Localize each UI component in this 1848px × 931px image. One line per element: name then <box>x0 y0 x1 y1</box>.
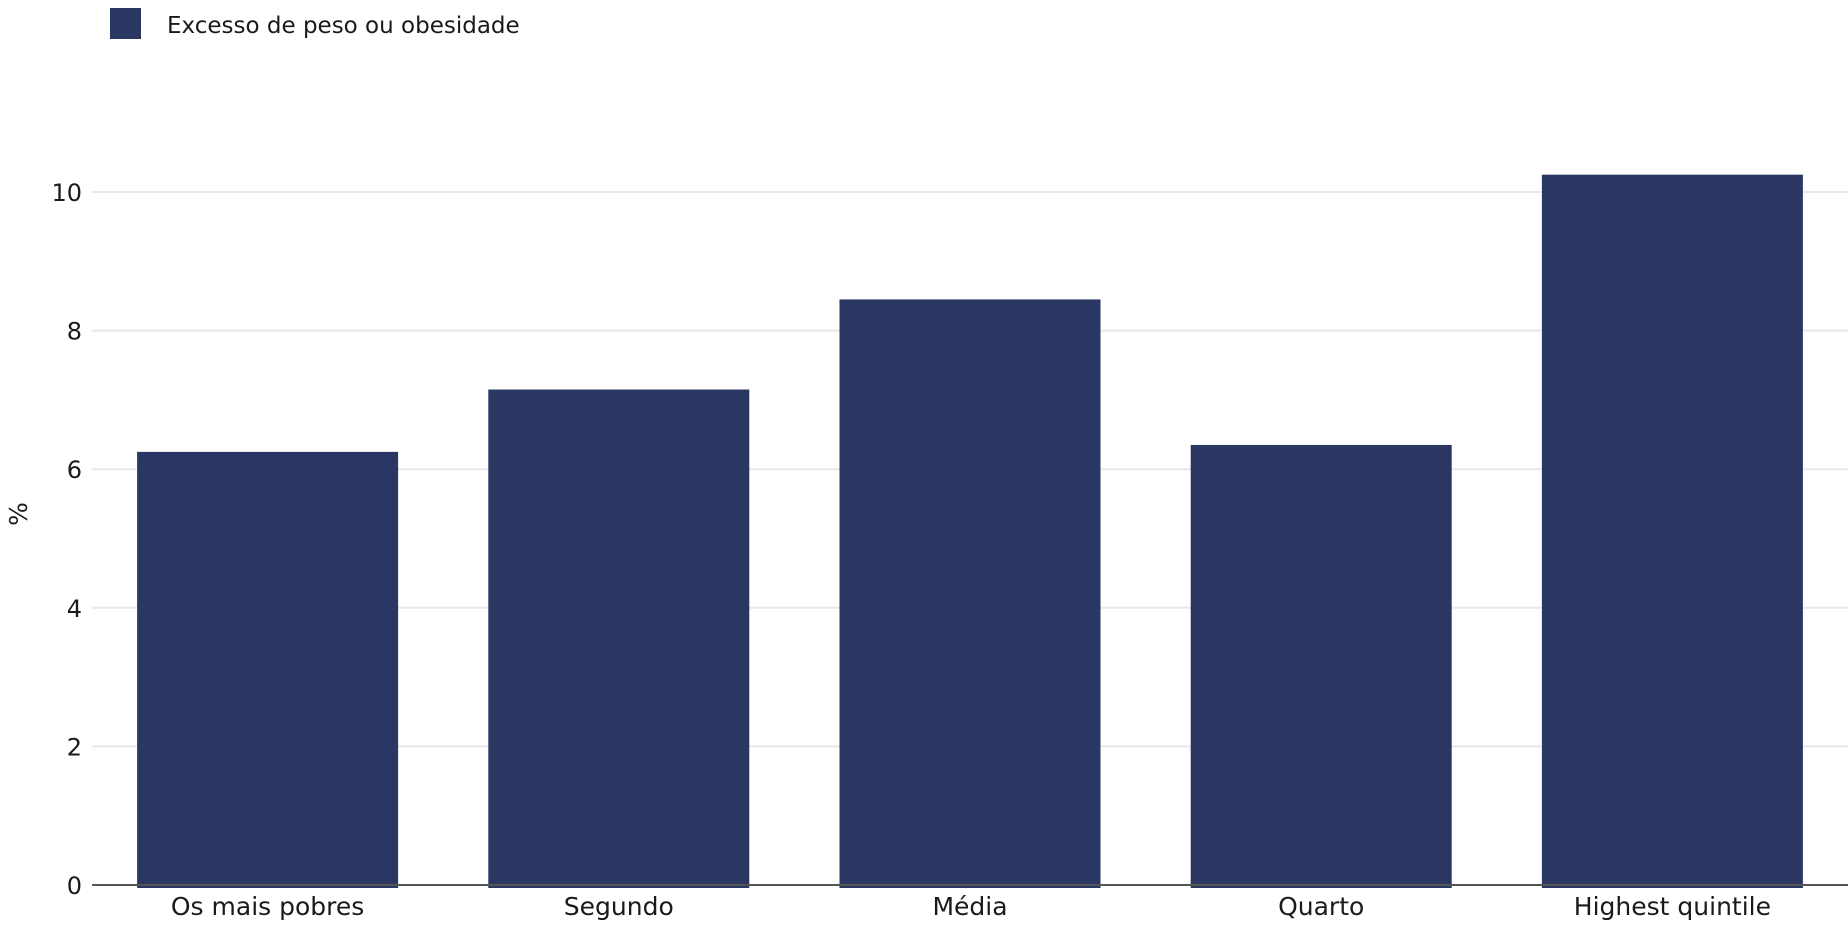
y-tick-label-6: 6 <box>67 456 82 484</box>
x-axis-labels: Os mais pobres Segundo Média Quarto Highest … <box>171 892 1771 921</box>
y-axis-title: % <box>4 502 33 526</box>
y-axis-ticks: 0 2 4 6 8 10 <box>51 179 82 900</box>
x-tick-label-3: Média <box>932 892 1007 921</box>
bar-5 <box>1541 174 1803 889</box>
x-tick-label-4: Quarto <box>1278 892 1364 921</box>
bars <box>137 174 1803 889</box>
legend-swatch <box>110 8 141 39</box>
x-tick-label-5: Highest quintile <box>1574 892 1771 921</box>
x-tick-label-1: Os mais pobres <box>171 892 364 921</box>
x-tick-label-2: Segundo <box>564 892 674 921</box>
y-tick-label-2: 2 <box>67 733 82 761</box>
bar-2 <box>488 389 750 888</box>
bar-3 <box>839 299 1101 888</box>
y-tick-label-4: 4 <box>67 595 82 623</box>
legend: Excesso de peso ou obesidade <box>110 8 520 39</box>
y-tick-label-0: 0 <box>67 872 82 900</box>
bar-4 <box>1190 444 1452 888</box>
legend-label: Excesso de peso ou obesidade <box>167 13 520 39</box>
y-tick-label-10: 10 <box>51 179 82 207</box>
y-tick-label-8: 8 <box>67 318 82 346</box>
bar-1 <box>137 451 399 888</box>
